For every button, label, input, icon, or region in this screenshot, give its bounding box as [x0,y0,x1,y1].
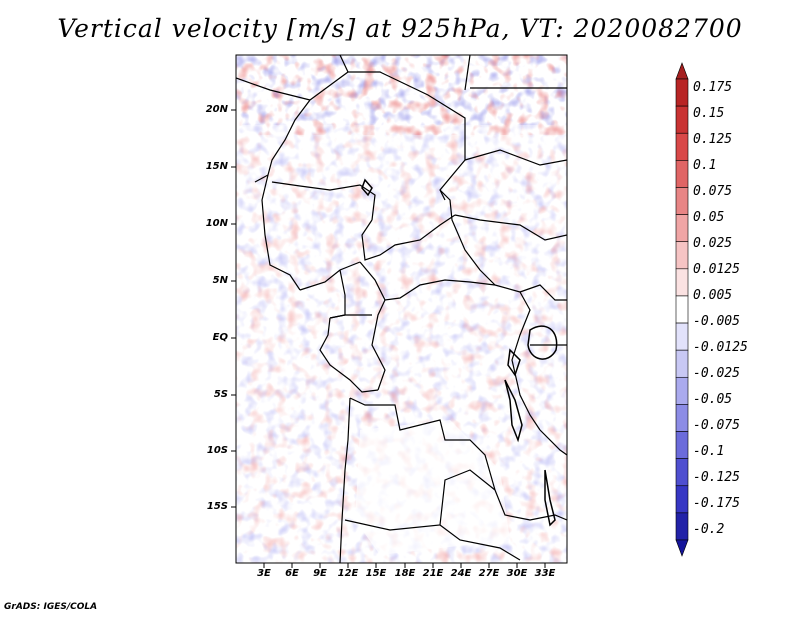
colorbar-label: 0.15 [693,106,725,121]
y-tick-label: 15N [205,161,228,172]
x-tick-label: 21E [422,568,444,579]
colorbar-segment [675,295,689,324]
colorbar-label: 0.175 [693,80,733,95]
colorbar-label: 0.0125 [693,262,740,277]
colorbar-label: 0.1 [693,158,717,173]
colorbar-label: -0.175 [693,496,740,511]
colorbar-segment [675,214,689,243]
colorbar-label: -0.005 [693,314,740,329]
colorbar-segment [675,78,689,107]
colorbar-segment [675,431,689,459]
colorbar-label: -0.025 [693,366,740,381]
map-frame [235,54,568,564]
colorbar-segment [675,376,689,405]
y-tick-label: 20N [205,104,228,115]
colorbar-segment [675,539,689,557]
y-tick-label: 5S [213,389,228,400]
colorbar-segment [675,187,689,215]
footer-credit: GrADS: IGES/COLA [4,602,98,612]
colorbar-label: 0.125 [693,132,733,147]
colorbar-segment [675,105,689,134]
colorbar-segment [675,132,689,161]
colorbar-label: -0.1 [693,444,725,459]
colorbar-segment [675,62,689,80]
colorbar-segment [675,268,689,297]
map-title: Vertical velocity [m/s] at 925hPa, VT: 2… [57,14,743,43]
x-tick-label: 12E [337,568,359,579]
colorbar-label: 0.025 [693,236,733,251]
colorbar-segment [675,485,689,514]
colorbar-label: 0.005 [693,288,733,303]
x-tick-label: 33E [534,568,556,579]
y-tick-label: EQ [212,332,228,343]
x-tick-label: 15E [365,568,387,579]
colorbar-label: 0.05 [693,210,725,225]
colorbar-label: -0.075 [693,418,740,433]
colorbar-segment [675,404,689,432]
colorbar-label: -0.125 [693,470,740,485]
colorbar-label: -0.2 [693,522,725,537]
colorbar-segment [675,349,689,378]
y-tick-label: 10S [206,445,228,456]
colorbar-label: 0.075 [693,184,733,199]
x-tick-label: 3E [257,568,271,579]
colorbar-segment [675,458,689,487]
y-tick-label: 15S [206,501,228,512]
colorbar-label: -0.05 [693,392,733,407]
colorbar-segment [675,512,689,541]
axis-ticks [231,109,546,568]
colorbar-label: -0.0125 [693,340,748,355]
colorbar-segment [675,241,689,270]
y-tick-label: 5N [212,275,228,286]
colorbar-segment [675,322,689,351]
x-tick-label: 27E [478,568,500,579]
velocity-field [236,55,567,563]
y-tick-label: 10N [205,218,228,229]
colorbar-segment [675,160,689,188]
lakes [361,178,558,527]
x-tick-label: 30E [506,568,528,579]
x-tick-label: 9E [313,568,327,579]
x-tick-label: 18E [394,568,416,579]
x-tick-label: 24E [450,568,472,579]
country-borders [236,55,567,563]
colorbar [675,62,689,557]
x-tick-label: 6E [285,568,299,579]
